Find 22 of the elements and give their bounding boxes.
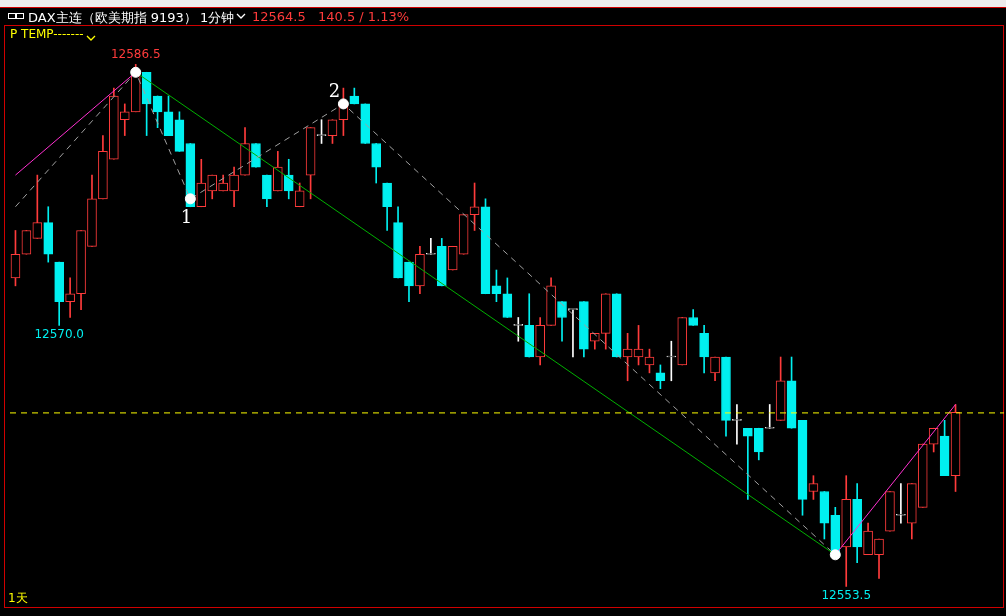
annotation: 2: [328, 79, 341, 101]
annotation: 12570.0: [34, 326, 84, 341]
annotation: 12586.5: [110, 47, 161, 62]
point: [337, 98, 349, 110]
text: P TEMP-------: [10, 27, 84, 41]
candlestick: [65, 277, 75, 318]
text: 140.5 / 1.13%: [318, 9, 410, 24]
chart-title: DAX主连（欧美期指 9193）: [28, 9, 197, 27]
candlestick: [764, 404, 775, 429]
candlestick: [732, 404, 742, 445]
candlestick: [743, 427, 753, 500]
text: 12564.5: [252, 9, 306, 24]
annotation: 1: [180, 205, 193, 227]
candlestick: [426, 238, 436, 255]
candlestick: [896, 483, 906, 524]
point: [184, 193, 196, 205]
point: [130, 66, 142, 78]
text: 1天: [8, 590, 28, 607]
annotation: 12553.5: [821, 587, 872, 602]
candlestick: [666, 340, 677, 382]
chart-subtitle: 1分钟: [200, 9, 235, 27]
point: [829, 549, 841, 561]
